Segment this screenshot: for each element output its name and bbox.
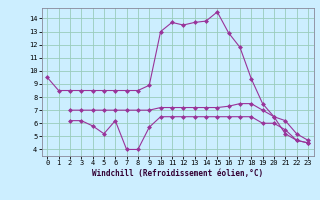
X-axis label: Windchill (Refroidissement éolien,°C): Windchill (Refroidissement éolien,°C) bbox=[92, 169, 263, 178]
